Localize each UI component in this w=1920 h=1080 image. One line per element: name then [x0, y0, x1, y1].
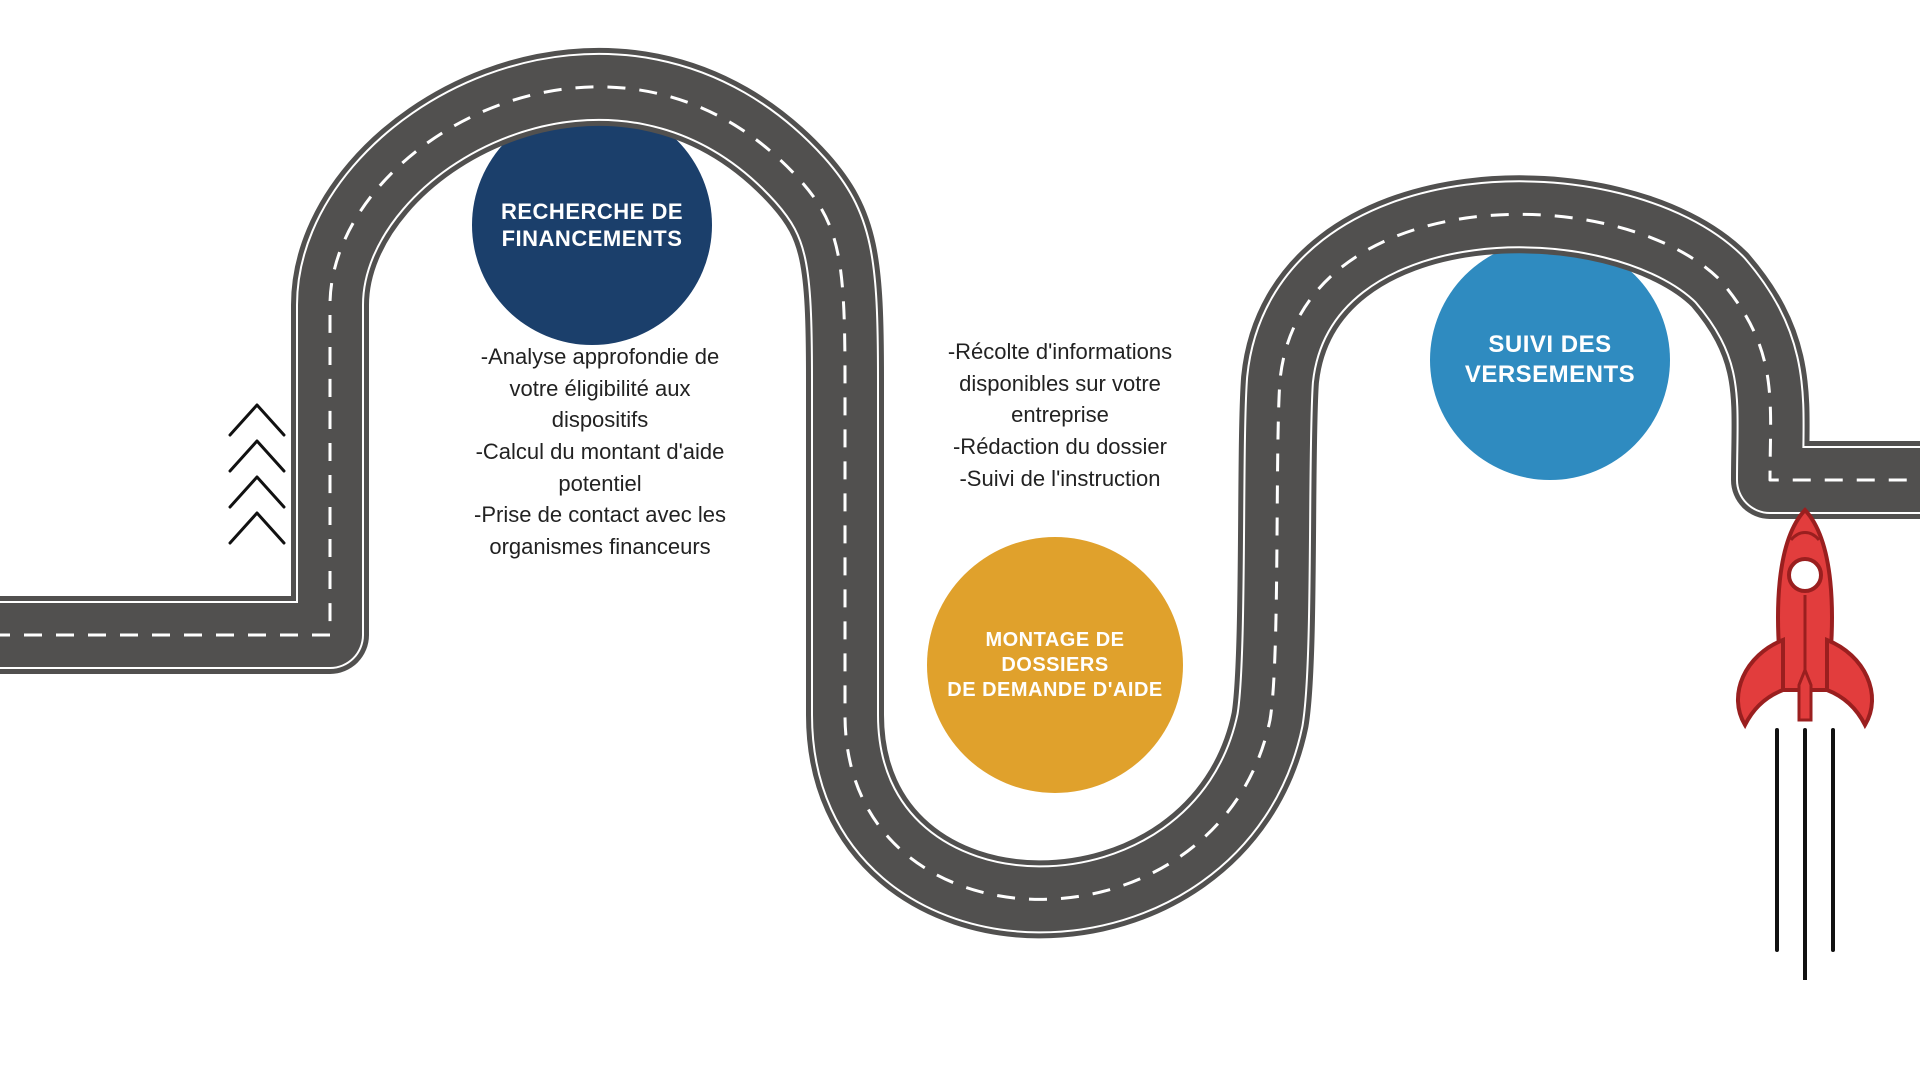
rocket-icon — [1705, 480, 1905, 980]
direction-chevrons-icon — [225, 400, 289, 554]
